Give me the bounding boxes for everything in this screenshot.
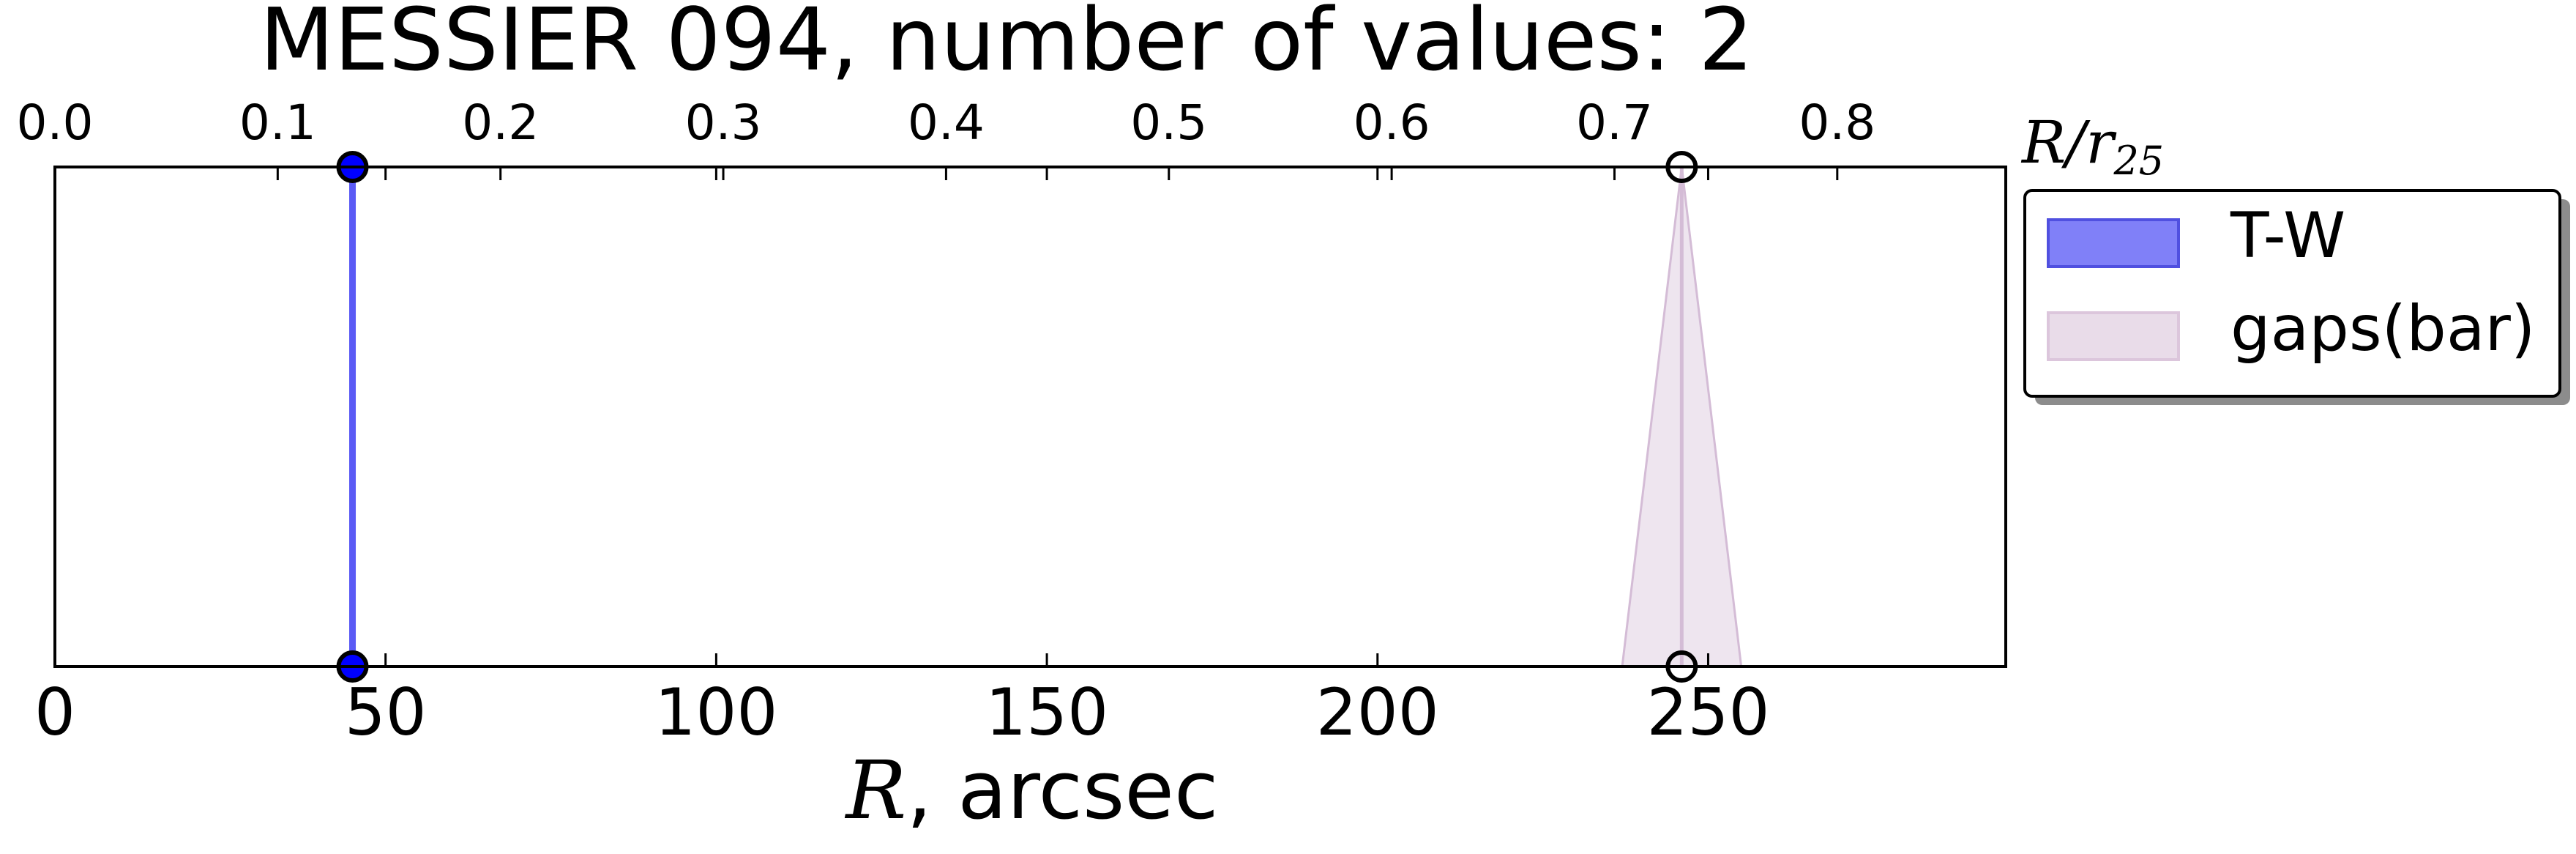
- top-tick-label: 0.4: [908, 94, 985, 151]
- chart-title: MESSIER 094, number of values: 2: [260, 0, 1754, 90]
- top-tick-label: 0.3: [685, 94, 762, 151]
- x-tick-label: 200: [1316, 675, 1439, 750]
- legend-label-0: T-W: [2230, 199, 2345, 272]
- x-tick-label: 250: [1646, 675, 1769, 750]
- top-tick-label: 0.5: [1130, 94, 1207, 151]
- x-axis-bottom: 0 50 100 150 200 250: [34, 167, 1769, 750]
- legend-swatch-0: [2047, 218, 2180, 268]
- legend: T-W gaps(bar): [2023, 189, 2570, 405]
- legend-swatch-1: [2047, 311, 2180, 361]
- top-tick-label: 0.8: [1799, 94, 1875, 151]
- top-tick-label: 0.0: [17, 94, 94, 151]
- x-axis-top: 0.0 0.1 0.2 0.3 0.4 0.5 0.6 0.7 0.8: [17, 94, 1875, 180]
- legend-items: T-W gaps(bar): [2047, 199, 2535, 365]
- x-tick-label: 0: [34, 675, 75, 750]
- x-axis-label-unit: , arcsec: [906, 743, 1218, 837]
- legend-label-1: gaps(bar): [2230, 292, 2535, 365]
- top-axis-label: R/r25: [2020, 108, 2164, 184]
- top-axis-label-subscript: 25: [2113, 138, 2164, 184]
- plot-frame: [53, 166, 2007, 668]
- x-tick-label: 50: [345, 675, 427, 750]
- x-axis-label-symbol: R: [845, 743, 907, 837]
- chart-marks: [336, 151, 1743, 683]
- top-tick-label: 0.6: [1354, 94, 1430, 151]
- top-tick-label: 0.2: [462, 94, 539, 151]
- top-tick-label: 0.7: [1576, 94, 1653, 151]
- x-axis-label: R, arcsec: [845, 743, 1219, 837]
- x-tick-label: 100: [654, 675, 777, 750]
- x-tick-label: 150: [985, 675, 1108, 750]
- top-axis-label-symbol: R/r: [2020, 108, 2117, 177]
- top-tick-label: 0.1: [239, 94, 316, 151]
